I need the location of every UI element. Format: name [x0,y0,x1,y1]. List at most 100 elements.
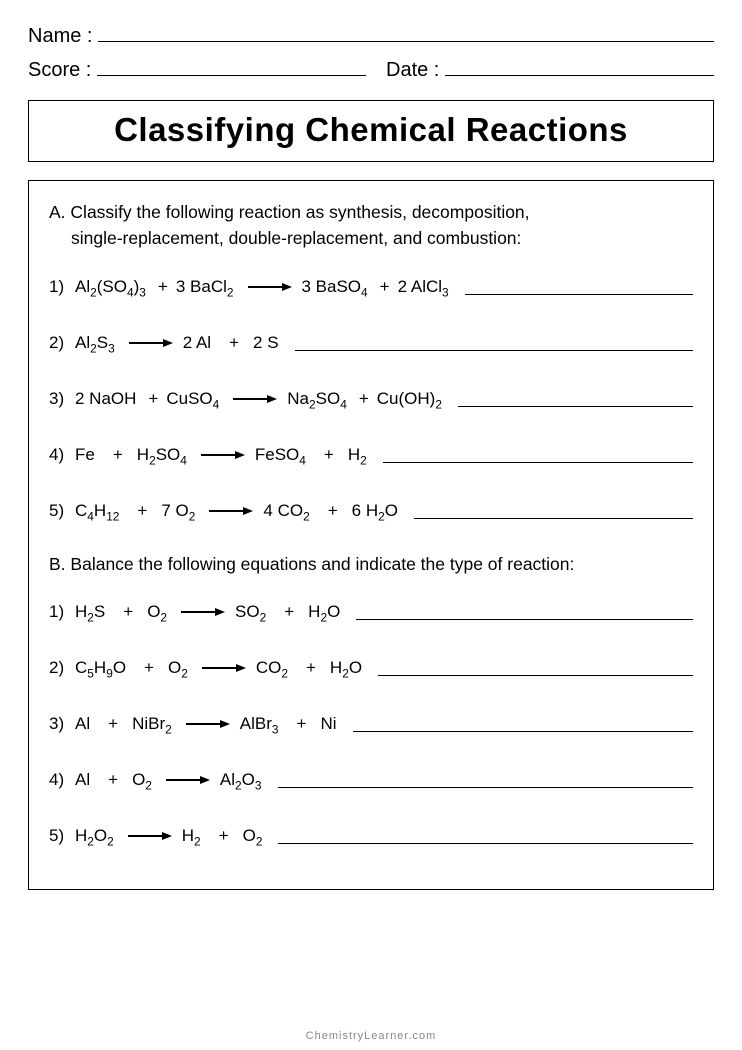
answer-line[interactable] [356,604,693,620]
plus-sign: + [113,445,123,465]
plus-sign: + [359,389,369,409]
chem-term: CuSO4 [166,389,219,409]
chem-term: Fe [75,445,95,465]
question-row: 2)Al2S3 2 Al +2 S [49,330,693,356]
name-line[interactable] [98,24,714,42]
equation: H2O2H2+O2 [75,826,266,846]
title-box: Classifying Chemical Reactions [28,100,714,162]
plus-sign: + [380,277,390,297]
plus-sign: + [123,602,133,622]
arrow-icon [202,663,246,673]
chem-term: 3 BaCl2 [176,277,234,297]
question-number: 4) [49,445,75,465]
question-number: 4) [49,770,75,790]
question-row: 4)Al+O2Al2O3 [49,767,693,793]
question-number: 2) [49,658,75,678]
answer-line[interactable] [414,503,693,519]
chem-term: H2 [348,445,367,465]
chem-term: H2O [308,602,340,622]
plus-sign: + [306,658,316,678]
question-number: 1) [49,277,75,297]
question-row: 4)Fe+H2SO4FeSO4+H2 [49,442,693,468]
plus-sign: + [108,770,118,790]
section-a-text2: single-replacement, double-replacement, … [49,225,693,251]
section-b-text: Balance the following equations and indi… [70,554,574,574]
plus-sign: + [284,602,294,622]
question-number: 3) [49,714,75,734]
equation: C4H12+7 O24 CO2+6 H2O [75,501,402,521]
section-a-instruction: A. Classify the following reaction as sy… [49,199,693,252]
answer-line[interactable] [458,391,693,407]
chem-term: C4H12 [75,501,119,521]
section-b-label: B. [49,554,66,574]
answer-line[interactable] [383,447,693,463]
answer-line[interactable] [295,335,693,351]
arrow-icon [248,282,292,292]
question-row: 5)H2O2H2+O2 [49,823,693,849]
chem-term: 6 H2O [352,501,398,521]
name-label: Name : [28,25,92,48]
chem-term: Al2S3 [75,333,115,353]
chem-term: Al2(SO4)3 [75,277,146,297]
chem-term: 2 Al [183,333,211,353]
chem-term: AlBr3 [240,714,279,734]
equation: Al+NiBr2AlBr3+Ni [75,714,341,734]
plus-sign: + [148,389,158,409]
chem-term: Ni [320,714,336,734]
answer-line[interactable] [378,660,693,676]
chem-term: H2SO4 [137,445,187,465]
chem-term: O2 [147,602,167,622]
chem-term: H2O2 [75,826,114,846]
section-b-instruction: B. Balance the following equations and i… [49,554,693,575]
question-row: 5)C4H12+7 O24 CO2+6 H2O [49,498,693,524]
question-number: 1) [49,602,75,622]
chem-term: O2 [132,770,152,790]
score-line[interactable] [97,58,366,76]
answer-line[interactable] [353,716,694,732]
chem-term: 2 S [253,333,279,353]
footer-credit: ChemistryLearner.com [0,1030,742,1042]
plus-sign: + [137,501,147,521]
page-title: Classifying Chemical Reactions [29,111,713,149]
arrow-icon [201,450,245,460]
date-line[interactable] [445,58,714,76]
chem-term: C5H9O [75,658,126,678]
chem-term: Cu(OH)2 [377,389,442,409]
question-number: 2) [49,333,75,353]
chem-term: NiBr2 [132,714,172,734]
arrow-icon [209,506,253,516]
section-a-questions: 1)Al2(SO4)3+3 BaCl23 BaSO4+2 AlCl32)Al2S… [49,274,693,524]
question-row: 2)C5H9O+O2CO2+H2O [49,655,693,681]
chem-term: 7 O2 [161,501,195,521]
arrow-icon [186,719,230,729]
plus-sign: + [324,445,334,465]
chem-term: SO2 [235,602,266,622]
plus-sign: + [108,714,118,734]
question-number: 5) [49,501,75,521]
score-label: Score : [28,59,91,82]
equation: Al2(SO4)3+3 BaCl23 BaSO4+2 AlCl3 [75,277,453,297]
name-row: Name : [28,24,714,48]
answer-line[interactable] [465,279,693,295]
equation: Al2S3 2 Al +2 S [75,333,283,353]
equation: C5H9O+O2CO2+H2O [75,658,366,678]
score-date-row: Score : Date : [28,58,714,82]
chem-term: 3 BaSO4 [302,277,368,297]
plus-sign: + [229,333,239,353]
chem-term: O2 [168,658,188,678]
chem-term: Al2O3 [220,770,262,790]
chem-term: CO2 [256,658,288,678]
question-row: 3)Al+NiBr2AlBr3+Ni [49,711,693,737]
section-a-text1: Classify the following reaction as synth… [70,202,529,222]
content-box: A. Classify the following reaction as sy… [28,180,714,890]
plus-sign: + [144,658,154,678]
arrow-icon [233,394,277,404]
chem-term: Na2SO4 [287,389,347,409]
answer-line[interactable] [278,772,693,788]
arrow-icon [129,338,173,348]
answer-line[interactable] [278,828,693,844]
plus-sign: + [297,714,307,734]
chem-term: O2 [243,826,263,846]
equation: Fe+H2SO4FeSO4+H2 [75,445,371,465]
arrow-icon [166,775,210,785]
